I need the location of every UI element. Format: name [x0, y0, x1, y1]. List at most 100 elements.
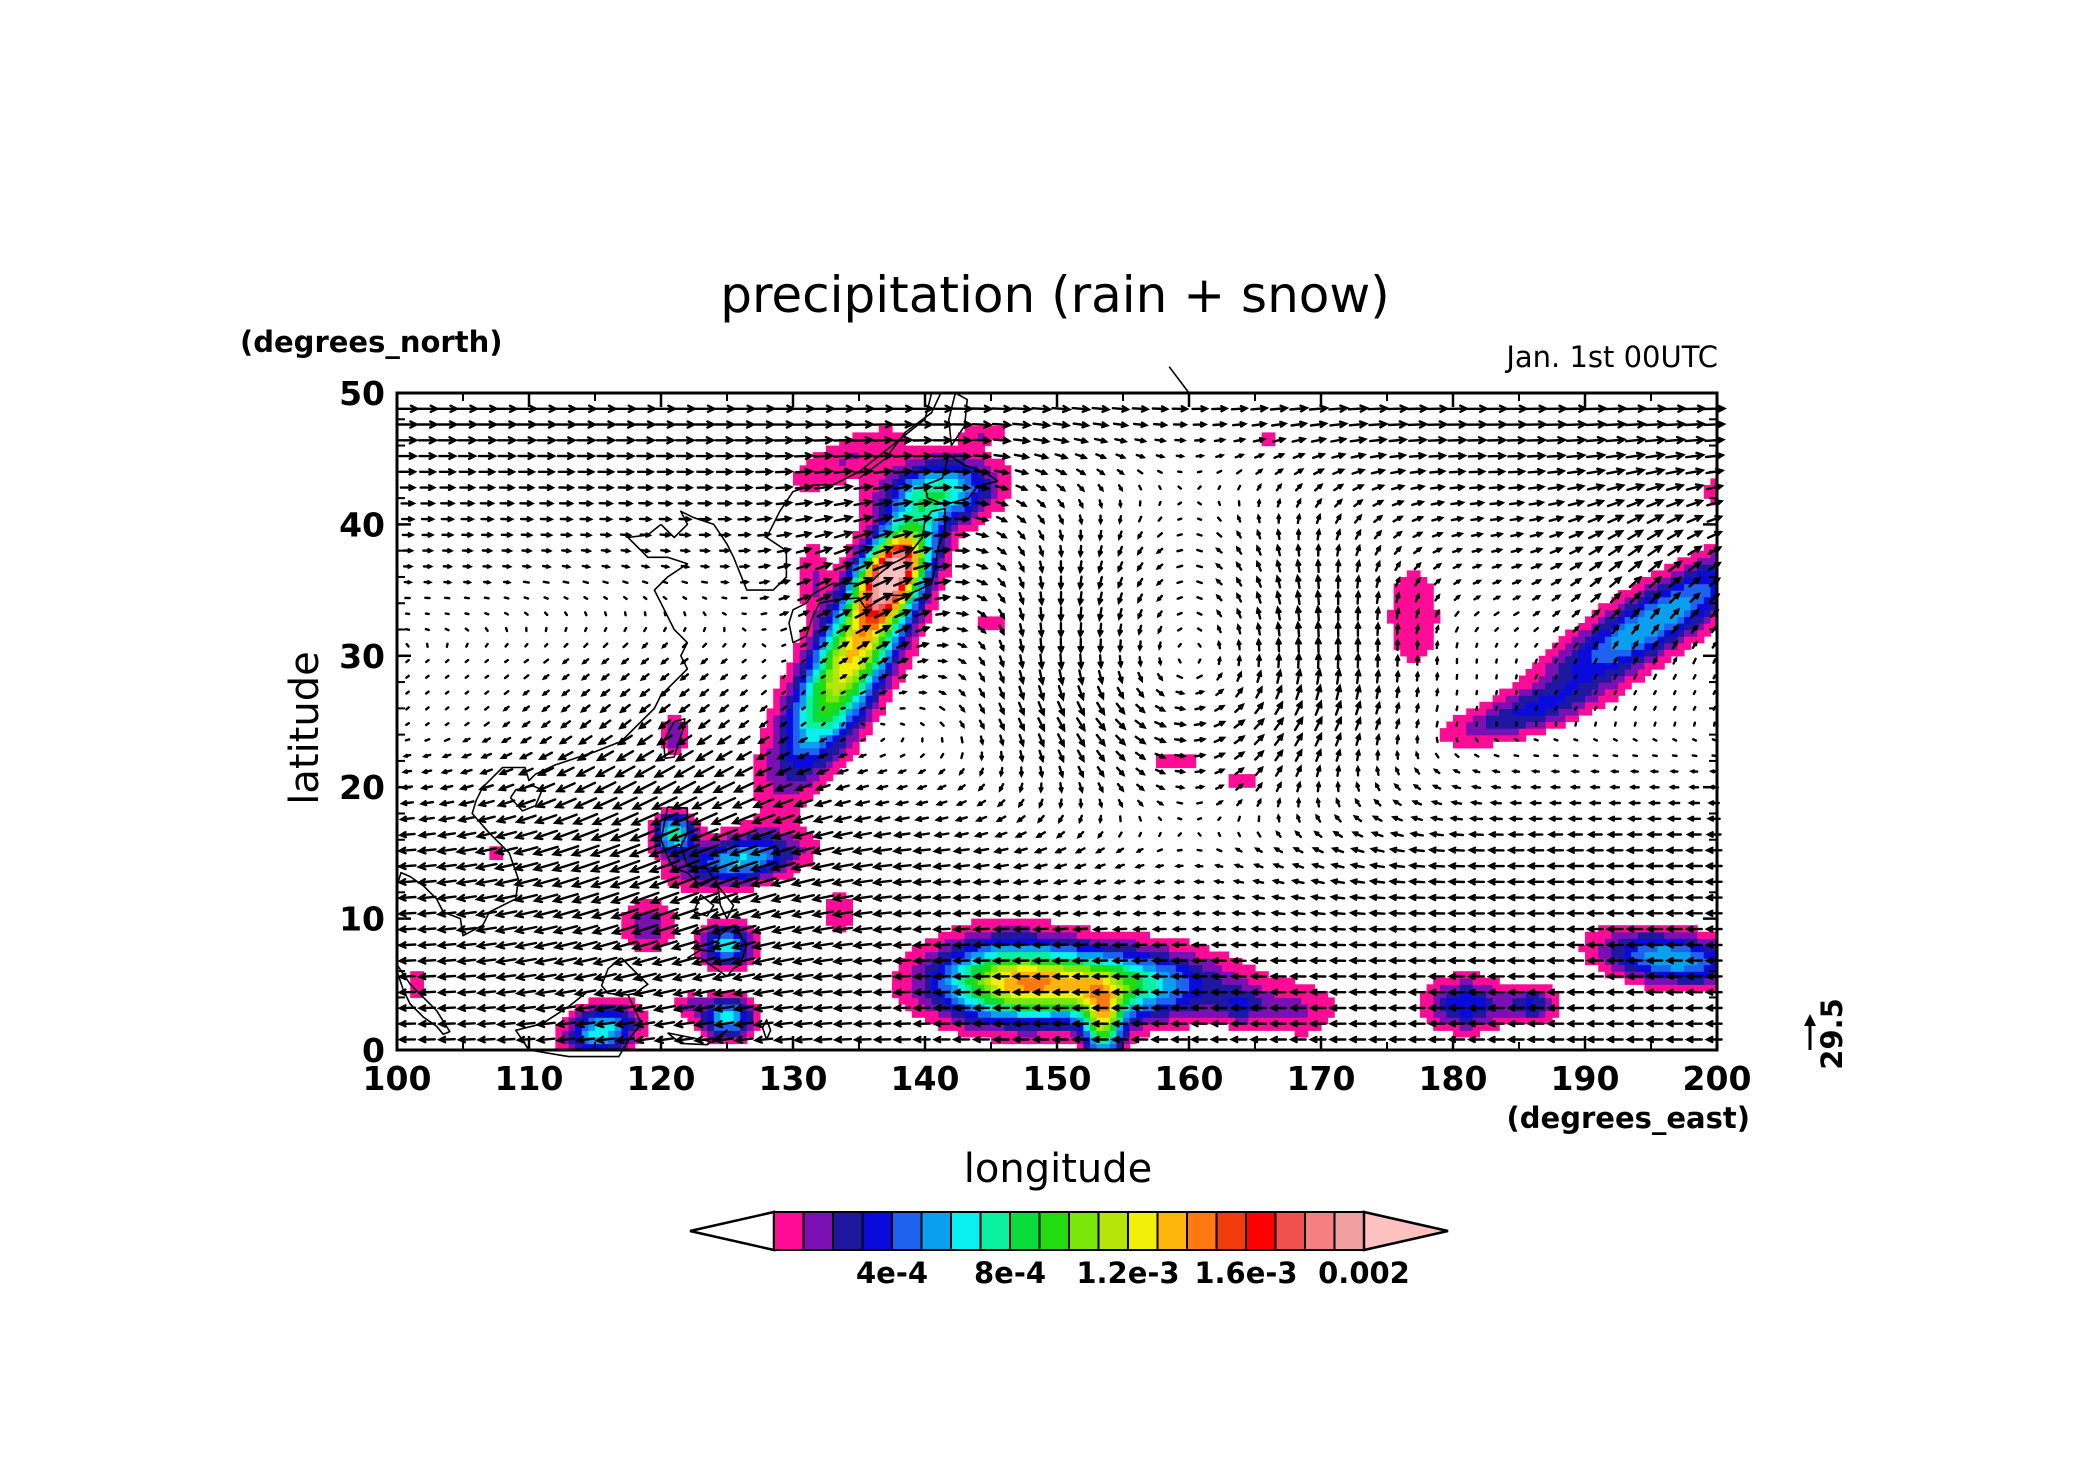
- precip-cell: [1565, 642, 1573, 650]
- colorbar-swatch: [979, 1211, 1011, 1251]
- precip-cell: [1439, 1017, 1447, 1025]
- precip-cell: [793, 649, 801, 657]
- precip-cell: [1618, 944, 1626, 953]
- precip-cell: [984, 931, 992, 939]
- precip-cell: [997, 944, 1005, 953]
- precip-cell: [812, 570, 820, 578]
- colorbar-swatch: [1127, 1211, 1159, 1251]
- precip-cell: [918, 1010, 926, 1018]
- precip-cell: [1043, 938, 1051, 946]
- precip-cell: [1690, 603, 1698, 611]
- precip-cell: [1545, 695, 1553, 703]
- precip-cell: [1255, 990, 1263, 999]
- precip-cell: [568, 1017, 576, 1025]
- precip-cell: [1677, 984, 1685, 992]
- precip-cell: [1024, 990, 1032, 999]
- precip-cell: [958, 977, 966, 985]
- precip-cell: [845, 708, 853, 716]
- precip-cell: [1670, 931, 1678, 939]
- precip-cell: [1142, 984, 1150, 992]
- precip-cell: [1466, 1017, 1474, 1025]
- precip-cell: [1169, 964, 1177, 972]
- precip-cell: [1420, 609, 1428, 617]
- precip-cell: [806, 655, 814, 663]
- precip-cell: [1532, 997, 1540, 1005]
- precip-cell: [555, 1043, 563, 1051]
- precip-cell: [938, 938, 946, 946]
- colorbar-swatch: [1304, 1211, 1336, 1251]
- precip-cell: [588, 1010, 596, 1018]
- precip-cell: [1670, 977, 1678, 985]
- precip-cell: [1037, 984, 1045, 992]
- precip-cell: [1657, 944, 1665, 953]
- precip-cell: [786, 741, 794, 749]
- precip-cell: [1512, 714, 1520, 723]
- precip-cell: [740, 852, 748, 861]
- precip-cell: [680, 997, 688, 1005]
- precip-cell: [971, 432, 979, 440]
- precip-cell: [1024, 1030, 1032, 1038]
- precip-cell: [1604, 649, 1612, 657]
- precip-cell: [898, 964, 906, 972]
- precip-cell: [410, 990, 418, 999]
- precip-cell: [601, 1023, 609, 1031]
- precip-cell: [984, 964, 992, 972]
- precip-cell: [852, 445, 860, 453]
- precip-cell: [971, 524, 979, 532]
- precip-cell: [845, 682, 853, 690]
- precip-cell: [971, 1017, 979, 1025]
- precip-cell: [1624, 668, 1632, 677]
- precip-cell: [746, 931, 754, 939]
- precip-cell: [1096, 938, 1104, 946]
- precip-cell: [1585, 675, 1593, 683]
- precip-cell: [1598, 649, 1606, 657]
- precip-cell: [700, 944, 708, 953]
- precip-cell: [1004, 1030, 1012, 1038]
- precip-cell: [746, 1017, 754, 1025]
- precip-cell: [1657, 583, 1665, 591]
- precip-cell: [1116, 984, 1124, 992]
- precip-cell: [562, 1030, 570, 1038]
- precip-cell: [977, 977, 985, 985]
- precip-cell: [1175, 984, 1183, 992]
- precip-cell: [852, 747, 860, 755]
- precip-cell: [720, 990, 728, 999]
- precip-cell: [1182, 760, 1190, 769]
- x-axis-label: longitude: [964, 1146, 1152, 1192]
- precip-cell: [865, 728, 873, 736]
- precip-cell: [839, 905, 847, 913]
- precip-cell: [971, 938, 979, 946]
- precip-cell: [786, 695, 794, 703]
- precip-cell: [971, 971, 979, 979]
- precip-cell: [416, 971, 424, 979]
- precip-cell: [911, 997, 919, 1005]
- precip-cell: [991, 1017, 999, 1025]
- precip-cell: [1116, 971, 1124, 979]
- precip-cell: [938, 491, 946, 499]
- precip-cell: [1400, 642, 1408, 650]
- precip-cell: [1637, 636, 1645, 644]
- precip-cell: [1030, 977, 1038, 985]
- precip-cell: [832, 695, 840, 703]
- precip-cell: [852, 649, 860, 657]
- precip-cell: [1552, 714, 1560, 723]
- precip-cell: [852, 734, 860, 742]
- precip-cell: [1618, 964, 1626, 972]
- precip-cell: [1142, 944, 1150, 953]
- precip-cell: [773, 688, 781, 696]
- precip-cell: [1446, 984, 1454, 992]
- precip-cell: [997, 1017, 1005, 1025]
- precip-cell: [793, 708, 801, 716]
- precip-cell: [1268, 990, 1276, 999]
- precip-cell: [634, 931, 642, 939]
- precip-cell: [799, 668, 807, 677]
- precip-cell: [562, 1017, 570, 1025]
- precip-cell: [1466, 997, 1474, 1005]
- precip-cell: [779, 793, 787, 801]
- precip-cell: [1459, 1030, 1467, 1038]
- precip-cell: [931, 491, 939, 499]
- precip-cell: [1268, 977, 1276, 985]
- precip-cell: [1010, 977, 1018, 985]
- precip-cell: [1129, 990, 1137, 999]
- precip-cell: [1175, 990, 1183, 999]
